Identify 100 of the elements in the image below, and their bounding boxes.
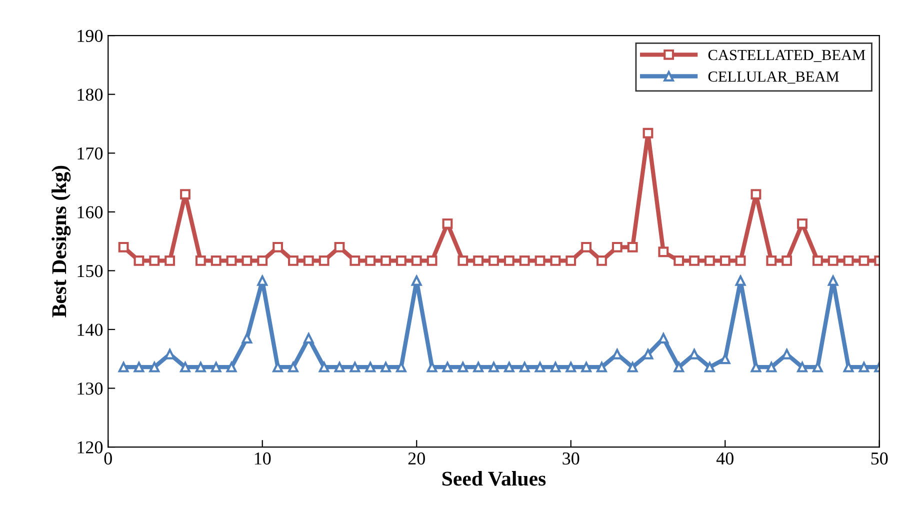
point	[210, 255, 222, 266]
point	[858, 362, 870, 372]
point	[612, 242, 622, 252]
point	[735, 275, 746, 286]
point	[272, 362, 284, 372]
point	[519, 255, 530, 266]
point	[334, 362, 345, 372]
point	[380, 255, 391, 266]
x-tick-label: 50	[871, 452, 888, 465]
point	[581, 362, 592, 372]
point	[550, 255, 561, 266]
point	[828, 255, 838, 266]
x-axis-title: Seed Values	[442, 471, 546, 486]
x-tick-label: 20	[408, 452, 425, 465]
y-tick-label: 160	[78, 206, 103, 218]
point	[257, 275, 268, 286]
point	[720, 354, 730, 364]
point	[180, 362, 190, 372]
point	[396, 362, 406, 372]
point	[118, 362, 129, 372]
point	[242, 255, 252, 266]
x-tick-label: 10	[254, 452, 271, 465]
y-tick-label: 190	[78, 30, 103, 42]
point	[350, 255, 360, 266]
point	[442, 218, 453, 229]
point	[164, 255, 176, 266]
y-tick-label: 140	[78, 324, 103, 336]
point	[303, 333, 314, 344]
point	[411, 255, 422, 266]
point	[704, 255, 715, 266]
y-tick-label: 150	[78, 264, 103, 278]
point	[581, 242, 592, 252]
y-tick-label: 170	[78, 147, 103, 160]
y-tick-label: 120	[78, 441, 103, 454]
x-tick-label: 0	[104, 452, 112, 465]
point	[272, 242, 284, 252]
legend-label: CASTELLATED_BEAM	[708, 50, 866, 62]
point	[488, 255, 499, 266]
x-tick-label: 40	[716, 452, 734, 465]
point	[550, 362, 561, 372]
point	[318, 362, 330, 372]
point	[473, 362, 484, 372]
point	[488, 362, 499, 372]
legend-label: CELLULAR_BEAM	[708, 71, 839, 84]
point	[442, 362, 453, 372]
point	[149, 255, 160, 266]
point	[242, 333, 252, 344]
point	[226, 255, 237, 266]
point	[288, 255, 298, 266]
point	[473, 255, 484, 266]
point	[134, 362, 144, 372]
point	[858, 255, 870, 266]
point	[426, 362, 438, 372]
point	[504, 255, 514, 266]
point	[627, 242, 638, 252]
point	[596, 362, 607, 372]
point	[519, 362, 530, 372]
point	[704, 362, 715, 372]
point	[257, 255, 268, 266]
point	[226, 362, 237, 372]
point	[720, 255, 730, 266]
point	[180, 189, 190, 200]
point	[134, 255, 144, 266]
point	[195, 362, 206, 372]
point	[396, 255, 406, 266]
point	[627, 362, 638, 372]
point	[642, 128, 654, 138]
point	[411, 275, 422, 286]
point	[534, 362, 546, 372]
point	[426, 255, 438, 266]
point	[689, 348, 700, 360]
point	[689, 255, 700, 266]
point	[750, 189, 762, 200]
point	[642, 348, 654, 360]
point	[303, 255, 314, 266]
y-tick-label: 180	[78, 88, 103, 101]
point	[118, 242, 129, 252]
x-tick-label: 30	[562, 452, 580, 465]
point	[674, 362, 684, 372]
point	[195, 255, 206, 266]
point	[365, 255, 376, 266]
point	[735, 255, 746, 266]
point	[797, 218, 808, 229]
point	[658, 246, 669, 258]
point	[843, 255, 854, 266]
point	[812, 255, 823, 266]
point	[149, 362, 160, 372]
point	[750, 362, 762, 372]
point	[566, 255, 576, 266]
point	[766, 362, 777, 372]
point	[365, 362, 376, 372]
point	[828, 275, 838, 286]
point	[504, 362, 514, 372]
point	[534, 255, 546, 266]
point	[782, 255, 792, 266]
point	[797, 362, 808, 372]
point	[318, 255, 330, 266]
point	[674, 255, 684, 266]
point	[766, 255, 777, 266]
point	[380, 362, 391, 372]
